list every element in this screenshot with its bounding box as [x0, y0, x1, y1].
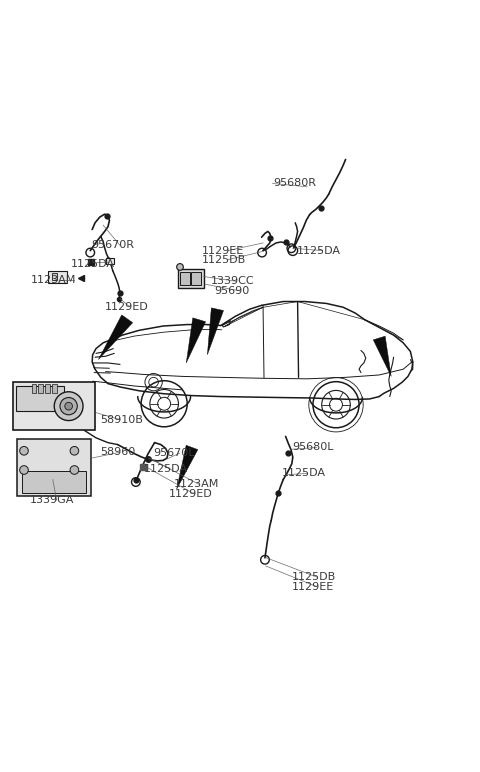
Polygon shape [373, 336, 391, 377]
Bar [17, 438, 91, 496]
Polygon shape [177, 445, 198, 489]
Text: 1125DA: 1125DA [282, 469, 326, 479]
Text: 95670R: 95670R [91, 240, 134, 250]
Bar [13, 382, 95, 430]
Text: 1123AM: 1123AM [174, 479, 219, 489]
Bar [191, 272, 201, 285]
Text: 1339CC: 1339CC [211, 276, 255, 286]
Bar [32, 384, 36, 393]
Bar [22, 471, 86, 493]
Text: 1123AM: 1123AM [31, 276, 77, 286]
Bar [16, 386, 64, 411]
Bar [48, 271, 67, 283]
Polygon shape [98, 315, 132, 360]
Circle shape [60, 398, 77, 415]
Bar [45, 384, 50, 393]
Text: 95670L: 95670L [154, 449, 195, 459]
Circle shape [70, 466, 79, 474]
Text: 1125DA: 1125DA [71, 259, 115, 269]
Bar [106, 258, 114, 263]
Circle shape [20, 466, 28, 474]
Text: 1125DB: 1125DB [292, 572, 336, 582]
Text: 1129ED: 1129ED [169, 489, 213, 499]
Bar [52, 273, 57, 280]
Text: 1129EE: 1129EE [292, 581, 334, 591]
Polygon shape [207, 308, 224, 355]
Bar [38, 384, 43, 393]
Polygon shape [186, 318, 205, 363]
Text: 1125DA: 1125DA [297, 245, 341, 256]
Text: 58960: 58960 [100, 447, 135, 457]
Text: 1129ED: 1129ED [105, 302, 148, 312]
Text: 1125DB: 1125DB [202, 255, 246, 265]
Bar [178, 269, 204, 288]
Text: 58910B: 58910B [100, 415, 143, 425]
Text: 1339GA: 1339GA [30, 496, 74, 505]
Text: 1129EE: 1129EE [202, 245, 244, 256]
Bar [180, 272, 190, 285]
Circle shape [20, 446, 28, 455]
Text: 1125DA: 1125DA [144, 463, 188, 473]
Text: 95680R: 95680R [274, 178, 317, 188]
Circle shape [65, 402, 72, 410]
Text: 95690: 95690 [215, 286, 250, 296]
Circle shape [70, 446, 79, 455]
Text: 95680L: 95680L [292, 442, 333, 452]
Bar [52, 384, 57, 393]
Circle shape [177, 263, 183, 270]
Circle shape [54, 391, 83, 421]
